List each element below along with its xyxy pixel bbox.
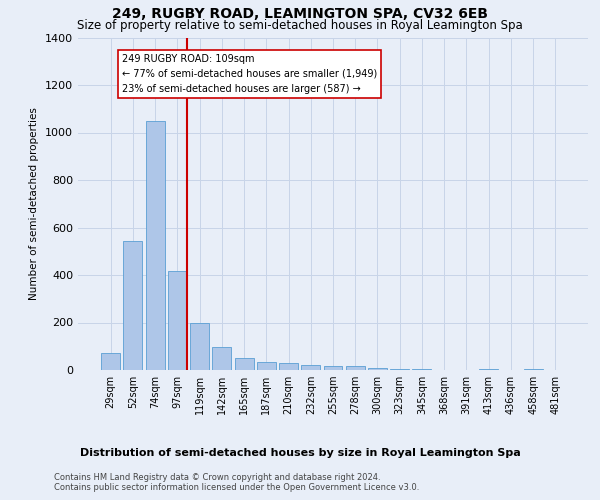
Bar xyxy=(346,366,365,370)
Text: 249 RUGBY ROAD: 109sqm
← 77% of semi-detached houses are smaller (1,949)
23% of : 249 RUGBY ROAD: 109sqm ← 77% of semi-det… xyxy=(122,54,377,94)
Bar xyxy=(524,369,542,370)
Bar xyxy=(146,120,164,370)
Bar xyxy=(212,348,231,370)
Bar xyxy=(368,368,387,370)
Y-axis label: Number of semi-detached properties: Number of semi-detached properties xyxy=(29,108,40,300)
Bar xyxy=(390,369,409,370)
Bar xyxy=(168,272,187,370)
Bar xyxy=(257,362,276,370)
Bar xyxy=(323,366,343,370)
Bar xyxy=(479,369,498,370)
Bar xyxy=(101,354,120,370)
Text: Distribution of semi-detached houses by size in Royal Leamington Spa: Distribution of semi-detached houses by … xyxy=(80,448,520,458)
Bar xyxy=(279,363,298,370)
Bar xyxy=(190,322,209,370)
Bar xyxy=(301,365,320,370)
Bar xyxy=(124,240,142,370)
Text: Contains HM Land Registry data © Crown copyright and database right 2024.
Contai: Contains HM Land Registry data © Crown c… xyxy=(54,472,419,492)
Bar xyxy=(412,369,431,370)
Text: 249, RUGBY ROAD, LEAMINGTON SPA, CV32 6EB: 249, RUGBY ROAD, LEAMINGTON SPA, CV32 6E… xyxy=(112,8,488,22)
Text: Size of property relative to semi-detached houses in Royal Leamington Spa: Size of property relative to semi-detach… xyxy=(77,18,523,32)
Bar xyxy=(235,358,254,370)
